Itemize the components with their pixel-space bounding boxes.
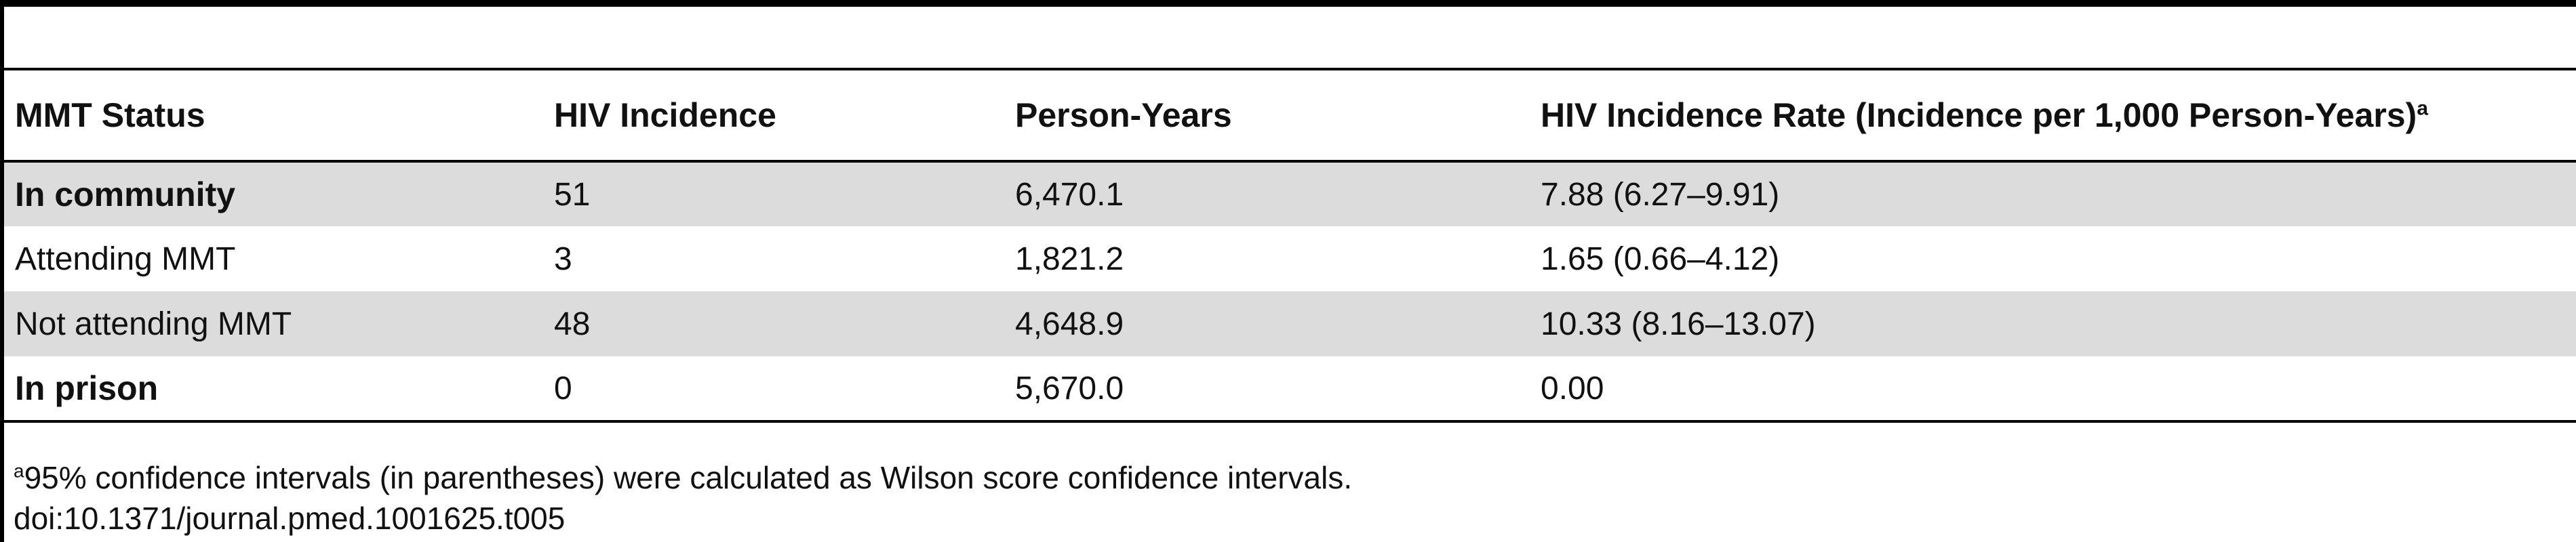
doi-line: doi:10.1371/journal.pmed.1001625.t005 xyxy=(14,501,566,536)
cell-rate: 10.33 (8.16–13.07) xyxy=(1530,291,2576,356)
header-hiv-incidence: HIV Incidence xyxy=(543,68,1004,163)
cell-incidence: 48 xyxy=(543,291,1004,356)
cell-rate: 0.00 xyxy=(1530,356,2576,423)
header-incidence-rate-label: HIV Incidence Rate (Incidence per 1,000 … xyxy=(1541,96,2417,134)
table-footnote: a95% confidence intervals (in parenthese… xyxy=(14,457,1352,539)
cell-rate: 1.65 (0.66–4.12) xyxy=(1541,241,1780,277)
cell-incidence: 51 xyxy=(543,161,1004,226)
cell-rate: 7.88 (6.27–9.91) xyxy=(1530,161,2576,226)
footnote-marker: a xyxy=(14,460,24,482)
table-header-row: MMT Status HIV Incidence Person-Years HI… xyxy=(4,68,2576,163)
table-row: Attending MMT 3 1,821.2 1.65 (0.66–4.12) xyxy=(4,226,2576,291)
cell-incidence: 3 xyxy=(554,241,572,277)
cell-status: Not attending MMT xyxy=(4,291,543,356)
table-row: In prison 0 5,670.0 0.00 xyxy=(4,356,2576,423)
cell-person-years: 1,821.2 xyxy=(1015,241,1124,277)
cell-incidence: 0 xyxy=(543,356,1004,423)
cell-status: Attending MMT xyxy=(15,241,236,277)
cell-person-years: 5,670.0 xyxy=(1004,356,1530,423)
header-incidence-rate: HIV Incidence Rate (Incidence per 1,000 … xyxy=(1530,68,2576,163)
table-container: MMT Status HIV Incidence Person-Years HI… xyxy=(4,68,2576,423)
header-person-years: Person-Years xyxy=(1004,68,1530,163)
table-row: In community 51 6,470.1 7.88 (6.27–9.91) xyxy=(4,161,2576,226)
cell-person-years: 6,470.1 xyxy=(1004,161,1530,226)
cell-status: In prison xyxy=(4,356,543,423)
header-footnote-marker: a xyxy=(2417,97,2428,120)
table-row: Not attending MMT 48 4,648.9 10.33 (8.16… xyxy=(4,291,2576,356)
left-rule xyxy=(0,0,4,542)
cell-status: In community xyxy=(4,161,543,226)
footnote-text: 95% confidence intervals (in parentheses… xyxy=(24,460,1353,495)
cell-person-years: 4,648.9 xyxy=(1004,291,1530,356)
hiv-incidence-table: MMT Status HIV Incidence Person-Years HI… xyxy=(4,68,2576,423)
header-mmt-status: MMT Status xyxy=(4,68,543,163)
footnote-line: a95% confidence intervals (in parenthese… xyxy=(14,457,1352,498)
top-rule xyxy=(0,0,2576,7)
